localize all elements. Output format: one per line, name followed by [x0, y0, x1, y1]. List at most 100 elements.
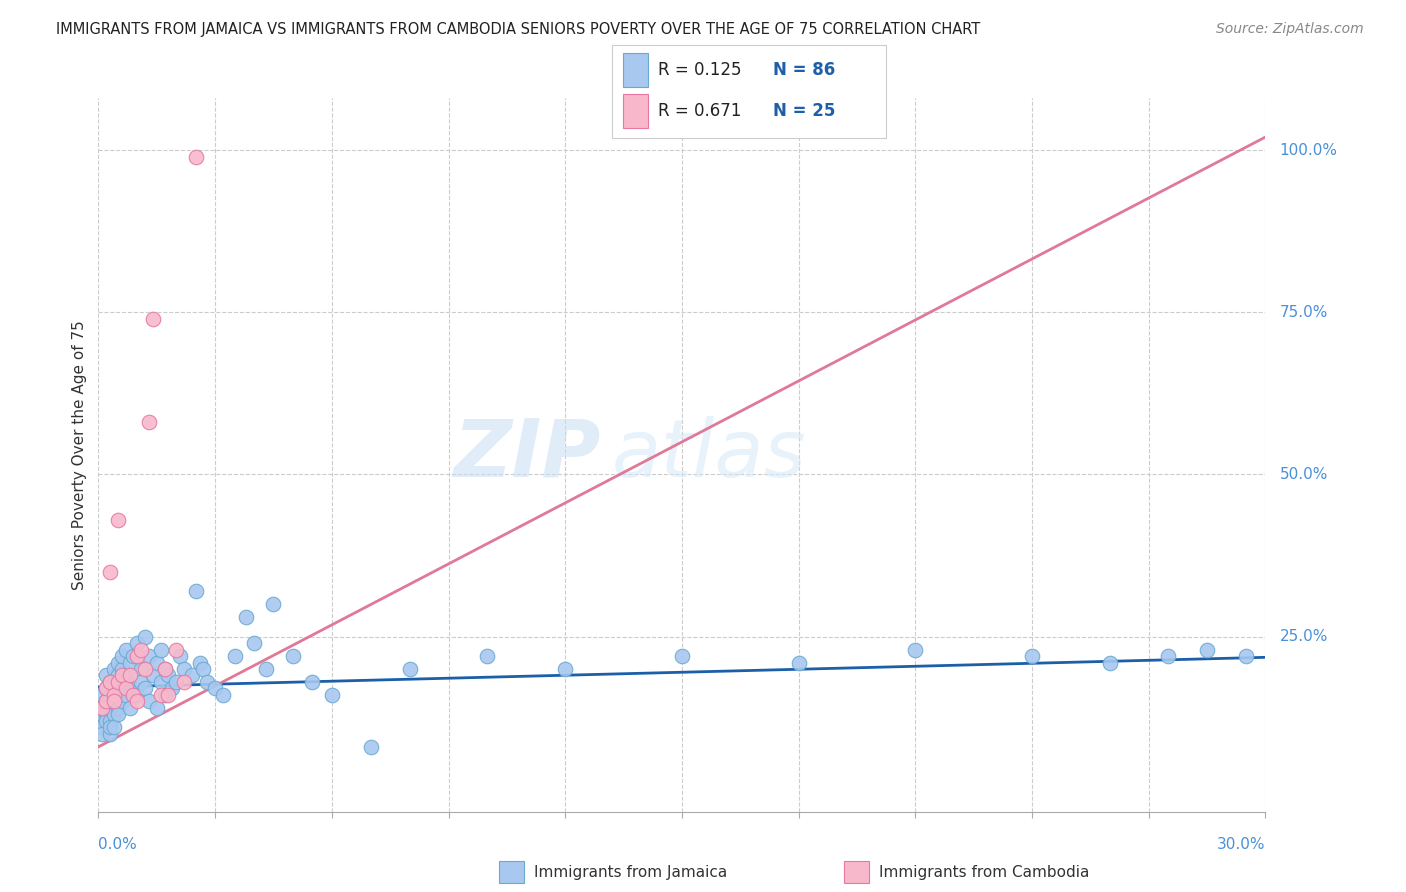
Text: Immigrants from Jamaica: Immigrants from Jamaica [534, 865, 727, 880]
Point [235, 610, 257, 624]
Point [96, 707, 118, 722]
Point [127, 688, 149, 702]
Point [149, 688, 172, 702]
Point [91, 720, 114, 734]
Point [98, 727, 121, 741]
Point [173, 675, 195, 690]
Point [138, 694, 160, 708]
Point [91, 727, 114, 741]
Point [98, 688, 121, 702]
Point [146, 656, 169, 670]
Point [149, 675, 172, 690]
Point [107, 675, 129, 690]
Point [146, 701, 169, 715]
Point [134, 662, 156, 676]
Point [204, 681, 226, 696]
Point [281, 648, 304, 663]
Point [134, 681, 156, 696]
Text: 30.0%: 30.0% [1218, 837, 1265, 852]
Point [103, 694, 125, 708]
Point [262, 597, 284, 611]
Point [184, 149, 207, 163]
Point [114, 642, 136, 657]
Point [114, 675, 136, 690]
Point [149, 642, 172, 657]
Point [98, 675, 121, 690]
Text: IMMIGRANTS FROM JAMAICA VS IMMIGRANTS FROM CAMBODIA SENIORS POVERTY OVER THE AGE: IMMIGRANTS FROM JAMAICA VS IMMIGRANTS FR… [56, 22, 980, 37]
Point [554, 662, 576, 676]
Point [1234, 648, 1257, 663]
Point [787, 656, 810, 670]
Point [103, 707, 125, 722]
Text: N = 86: N = 86 [773, 61, 835, 78]
Point [134, 630, 156, 644]
Point [193, 662, 215, 676]
Text: 50.0%: 50.0% [1279, 467, 1327, 482]
Point [103, 662, 125, 676]
Point [96, 668, 118, 682]
Point [224, 648, 246, 663]
Point [96, 714, 118, 728]
Point [107, 681, 129, 696]
Point [153, 688, 176, 702]
Point [103, 694, 125, 708]
Point [122, 648, 145, 663]
Text: 25.0%: 25.0% [1279, 629, 1327, 644]
Point [127, 648, 149, 663]
Point [98, 565, 121, 579]
Point [107, 707, 129, 722]
Point [1098, 656, 1121, 670]
Point [169, 648, 191, 663]
Point [114, 681, 136, 696]
Point [477, 648, 499, 663]
Text: R = 0.125: R = 0.125 [658, 61, 741, 78]
Point [111, 675, 134, 690]
Point [188, 656, 211, 670]
Text: atlas: atlas [612, 416, 807, 494]
Point [98, 675, 121, 690]
Point [96, 694, 118, 708]
Point [1021, 648, 1043, 663]
Point [254, 662, 277, 676]
Point [212, 688, 235, 702]
Point [103, 688, 125, 702]
Point [173, 662, 195, 676]
Point [91, 701, 114, 715]
Point [142, 668, 165, 682]
Y-axis label: Seniors Poverty Over the Age of 75: Seniors Poverty Over the Age of 75 [72, 320, 87, 590]
Point [98, 720, 121, 734]
Point [129, 642, 152, 657]
Point [107, 668, 129, 682]
Point [180, 668, 202, 682]
Point [1195, 642, 1218, 657]
Point [398, 662, 420, 676]
Point [98, 714, 121, 728]
Point [157, 688, 180, 702]
Point [118, 668, 141, 682]
Point [111, 668, 134, 682]
Point [195, 675, 218, 690]
Point [301, 675, 323, 690]
Point [111, 662, 134, 676]
Point [122, 688, 145, 702]
Point [157, 668, 180, 682]
Point [91, 701, 114, 715]
Point [103, 720, 125, 734]
Point [138, 648, 160, 663]
Point [122, 681, 145, 696]
Point [165, 675, 187, 690]
Point [142, 311, 165, 326]
Point [91, 688, 114, 702]
Point [165, 642, 187, 657]
Point [107, 701, 129, 715]
Point [107, 513, 129, 527]
Text: 75.0%: 75.0% [1279, 305, 1327, 319]
Point [96, 694, 118, 708]
Text: 0.0%: 0.0% [98, 837, 138, 852]
Point [127, 636, 149, 650]
Point [118, 701, 141, 715]
Point [321, 688, 343, 702]
Text: Source: ZipAtlas.com: Source: ZipAtlas.com [1216, 22, 1364, 37]
Point [162, 681, 184, 696]
Point [127, 694, 149, 708]
